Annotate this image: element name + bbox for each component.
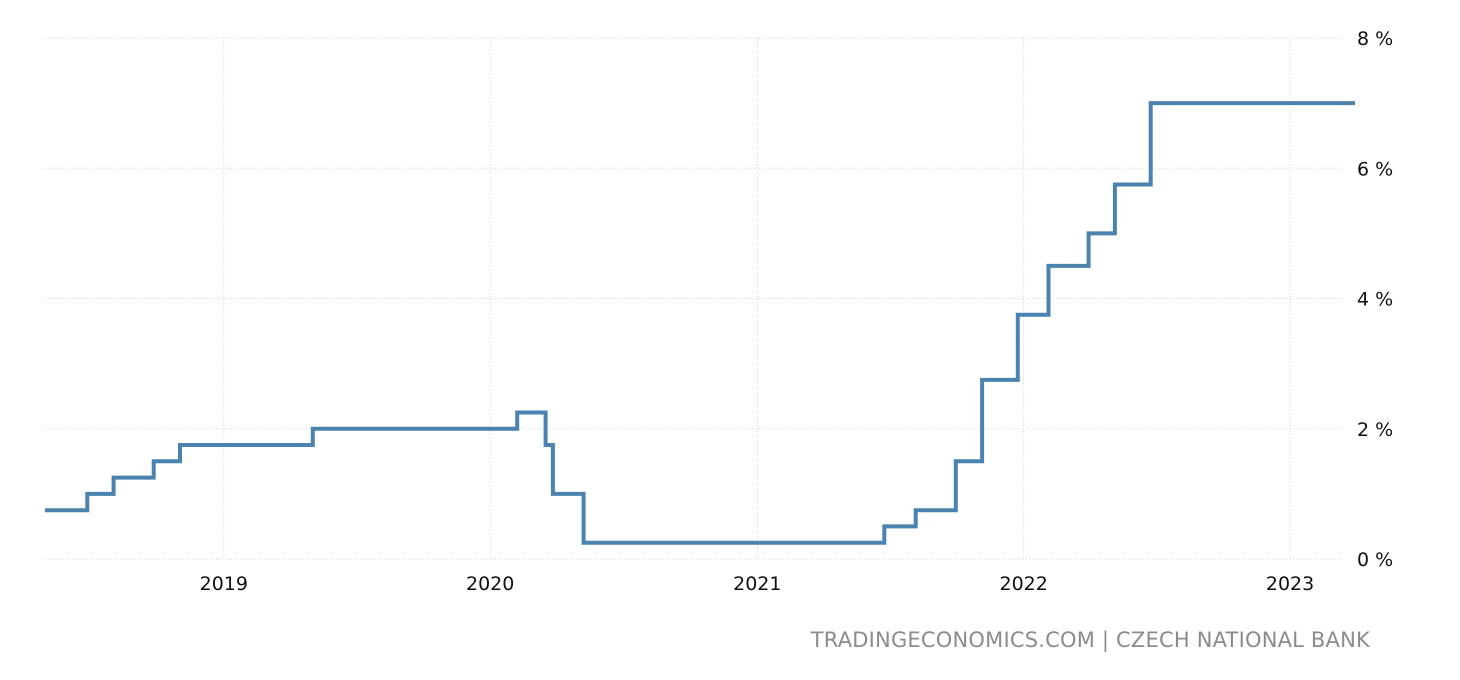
data-point[interactable] [1112, 182, 1118, 188]
series-line[interactable] [45, 101, 1355, 545]
x-axis: 2019 2020 2021 2022 2023 [200, 573, 1315, 595]
data-point[interactable] [550, 491, 556, 497]
y-tick-label: 2 % [1357, 419, 1393, 441]
y-tick-label: 4 % [1357, 289, 1393, 311]
x-tick-label: 2019 [200, 573, 248, 595]
data-point[interactable] [979, 377, 985, 383]
data-point[interactable] [1352, 100, 1358, 106]
x-tick-label: 2021 [733, 573, 781, 595]
data-point[interactable] [177, 442, 183, 448]
data-point[interactable] [881, 523, 887, 529]
data-point[interactable] [514, 410, 520, 416]
source-credit[interactable]: TRADINGECONOMICS.COM | CZECH NATIONAL BA… [810, 628, 1370, 652]
y-tick-label: 0 % [1357, 549, 1393, 571]
data-point[interactable] [42, 507, 48, 513]
data-point[interactable] [1046, 263, 1052, 269]
data-point[interactable] [1015, 312, 1021, 318]
y-tick-label: 8 % [1357, 28, 1393, 50]
data-point[interactable] [1148, 100, 1154, 106]
data-point[interactable] [151, 458, 157, 464]
data-point[interactable] [581, 540, 587, 546]
grid [45, 37, 1342, 560]
series-layer [42, 100, 1358, 546]
x-tick-label: 2020 [466, 573, 514, 595]
data-point[interactable] [1086, 230, 1092, 236]
y-axis: 0 % 2 % 4 % 6 % 8 % [1357, 28, 1393, 571]
data-point[interactable] [111, 475, 117, 481]
data-point[interactable] [913, 507, 919, 513]
x-tick-label: 2022 [999, 573, 1047, 595]
x-tick-label: 2023 [1266, 573, 1314, 595]
data-point[interactable] [310, 426, 316, 432]
data-point[interactable] [953, 458, 959, 464]
y-tick-label: 6 % [1357, 158, 1393, 180]
data-point[interactable] [84, 491, 90, 497]
data-point[interactable] [543, 442, 549, 448]
